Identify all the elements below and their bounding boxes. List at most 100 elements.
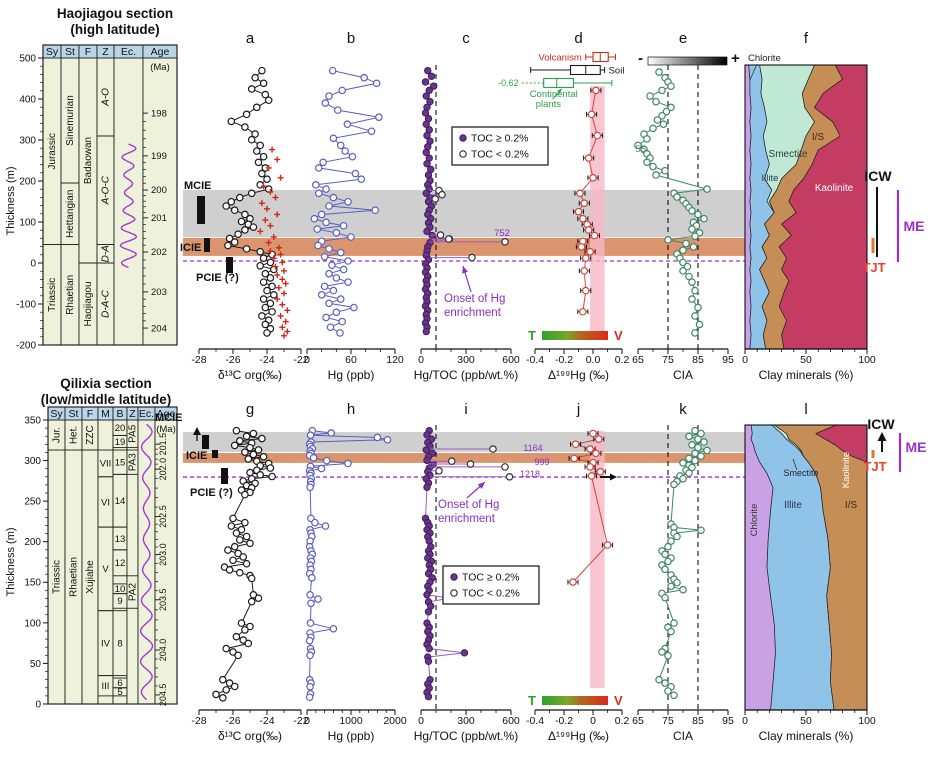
axis-title-e: CIA xyxy=(673,368,693,382)
thickness-axis-label: Thickness (m) xyxy=(5,527,17,596)
panel-a: a -28 -26 -24 -22 δ¹³C org(‰) xyxy=(191,30,308,382)
axis-tick-label: 65 xyxy=(632,715,644,727)
series-Hg/TOC low TOC xyxy=(430,445,514,481)
panel-letter-h: h xyxy=(347,401,355,418)
event-bar xyxy=(221,468,228,484)
panel-l: l Chlorite Illite I/S Kaolinite Smectite 0 50 10… xyxy=(742,401,876,743)
terrestrial-volcanic-gradient xyxy=(542,696,608,705)
mcie-gray-band xyxy=(183,189,745,238)
cie-events-haojiagou: MCIE ICIE PCIE (?) xyxy=(180,180,239,284)
svg-text:B: B xyxy=(116,408,123,420)
svg-text:500: 500 xyxy=(19,53,36,64)
svg-text:202.0: 202.0 xyxy=(158,458,168,481)
svg-text:100: 100 xyxy=(24,618,41,629)
panel-i: i 0 300 600 Hg/TOC (ppb/wt.%) TOC ≥ 0.2% TOC <… xyxy=(414,401,550,743)
section-title-text: Qilixia section xyxy=(60,376,152,391)
svg-text:-100: -100 xyxy=(16,299,36,310)
annotation-text: 1164 xyxy=(523,443,542,453)
terrestrial-label: T xyxy=(528,328,536,343)
tjt-label: TJT xyxy=(862,260,885,275)
axis-tick-label: 0 xyxy=(304,715,310,727)
axis-tick-label: 600 xyxy=(502,354,520,366)
strat-cell-label: A-O-C xyxy=(101,175,112,205)
panel-letter-d: d xyxy=(574,30,582,47)
svg-text:Continental: Continental xyxy=(530,89,578,100)
svg-text:198: 198 xyxy=(151,108,167,119)
axis-tick-label: -22 xyxy=(293,354,308,366)
me-label: ME xyxy=(906,439,927,455)
strat-cell-label: D-A-C xyxy=(101,289,112,318)
svg-text:350: 350 xyxy=(24,415,41,426)
panel-g: g -28 -26 -24 -22 δ¹³C org(‰) xyxy=(191,401,308,743)
axis-tick-label: 0.2 xyxy=(615,715,630,727)
section-title-qilixia: Qilixia section (low/middle latitude) xyxy=(22,376,190,409)
svg-text:Sy: Sy xyxy=(46,46,59,58)
strat-cell-label: 8 xyxy=(117,638,122,649)
axis-tick-label: 0 xyxy=(742,354,748,366)
strat-cell-label: Badaowan xyxy=(83,137,94,184)
series-bulk organic carbon isotope xyxy=(222,66,278,337)
axis-tick-label: 75 xyxy=(662,715,674,727)
axis-tick-label: 100 xyxy=(858,715,876,727)
axis-title-l: Clay minerals (%) xyxy=(759,729,854,743)
legend-item-label: TOC < 0.2% xyxy=(462,588,520,600)
svg-text:plants: plants xyxy=(536,99,562,110)
axis-tick-label: -24 xyxy=(259,715,274,727)
panel-letter-a: a xyxy=(246,30,255,47)
axis-tick-label: 0.0 xyxy=(586,354,601,366)
svg-text:300: 300 xyxy=(24,456,41,467)
svg-text:Ec.: Ec. xyxy=(139,408,154,420)
svg-text:200: 200 xyxy=(19,176,36,187)
svg-text:100: 100 xyxy=(19,217,36,228)
strat-cell-label: Haojiagou xyxy=(83,281,94,326)
strat-cell-label: 10 xyxy=(115,584,126,595)
strat-cell-label: D-A xyxy=(101,245,112,263)
series-chemical index of alteration xyxy=(655,426,711,700)
svg-text:0: 0 xyxy=(30,258,36,269)
strat-cell-label: Rhaetian xyxy=(65,275,76,315)
clay-label: Illite xyxy=(784,500,802,511)
weathering-plus-label: + xyxy=(731,50,740,67)
series-chemical index of alteration xyxy=(634,68,711,337)
icw-label: ICW xyxy=(867,416,895,432)
clay-label: I/S xyxy=(812,132,825,143)
axis-tick-label: 75 xyxy=(662,354,674,366)
svg-text:250: 250 xyxy=(24,497,41,508)
axis-tick-label: -26 xyxy=(225,715,240,727)
svg-text:Age: Age xyxy=(157,408,176,420)
axis-tick-label: -0.2 xyxy=(555,715,573,727)
volcanic-label: V xyxy=(614,693,623,708)
strat-cell-label: Het. xyxy=(69,426,80,444)
clay-label: Kaolinite xyxy=(815,183,854,194)
clay-label: Smectite xyxy=(783,468,818,478)
axis-tick-label: 300 xyxy=(457,354,475,366)
svg-text:202: 202 xyxy=(151,247,167,258)
axis-tick-label: 1000 xyxy=(339,715,363,727)
toc-legend: TOC ≥ 0.2% TOC < 0.2% xyxy=(451,126,549,166)
terrestrial-volcanic-gradient xyxy=(542,331,608,340)
strat-cell-label: 14 xyxy=(115,496,126,507)
event-label-PCIE (?): PCIE (?) xyxy=(190,487,233,499)
annotation-text: 55 xyxy=(635,144,646,155)
panel-h: h 0 1000 2000 Hg (ppb) xyxy=(304,401,407,743)
axis-tick-label: -0.2 xyxy=(555,354,573,366)
icie-orange-band xyxy=(183,453,745,463)
strat-cell-label: PA5 xyxy=(128,424,139,443)
strat-cell-label: III xyxy=(102,681,110,692)
strat-cell-label: Jur. xyxy=(52,427,63,443)
strat-cell-label: 9 xyxy=(117,596,122,607)
strat-cell-label: Jurassic xyxy=(47,133,58,170)
strat-cell-label: PA2 xyxy=(128,583,139,602)
series-Hg/TOC high TOC xyxy=(421,66,454,336)
strat-cell-label: 15 xyxy=(115,457,126,468)
svg-text:199: 199 xyxy=(151,151,167,162)
axis-tick-label: 100 xyxy=(858,354,876,366)
svg-text:Volcanism: Volcanism xyxy=(538,52,581,63)
axis-tick-label: 95 xyxy=(722,354,734,366)
svg-text:400: 400 xyxy=(19,94,36,105)
axis-tick-label: 0 xyxy=(304,354,310,366)
axis-tick-label: -0.4 xyxy=(526,354,544,366)
tjt-label: TJT xyxy=(863,459,886,474)
axis-tick-label: 50 xyxy=(800,354,812,366)
